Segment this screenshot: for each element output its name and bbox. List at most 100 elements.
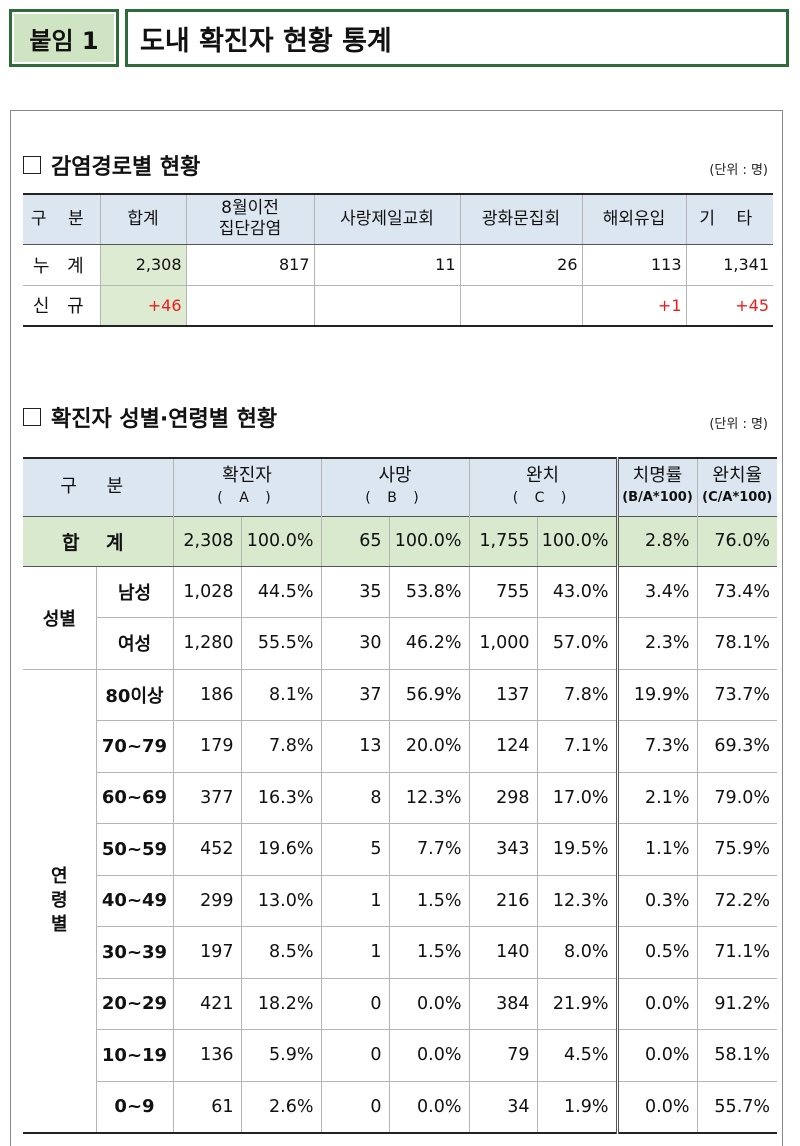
col-header-fatality: 치명률 (B/A*100): [615, 458, 698, 516]
row-label: 60~69: [95, 771, 173, 824]
group-label-age-char: 연: [50, 865, 68, 887]
demographics-table-body: 합 계 2,308 100.0% 65 100.0% 1,755 100.0% …: [23, 515, 778, 1133]
table-row: 20~29 421 18.2% 0 0.0% 384 21.9% 0.0% 91.2%: [23, 977, 778, 1030]
table-cell: 179: [172, 720, 241, 772]
page-title: 도내 확진자 현황 통계: [126, 10, 788, 66]
table-cell: 124: [468, 720, 537, 772]
table-cell: 452: [172, 823, 241, 875]
route-table: 구 분 합계 8월이전 집단감염 사랑제일교회 광화문집회 해외유입 기 타 누 …: [23, 193, 773, 327]
col-header-confirmed-label: 확진자: [222, 465, 272, 487]
table-cell: 2.1%: [615, 771, 698, 824]
section-title-route-text: 감염경로별 현황: [51, 155, 201, 180]
row-label: 누 계: [23, 243, 100, 285]
table-row: 연 령 별 80이상 186 8.1% 37 56.9% 137 7.8% 19.9% 73.7%: [23, 668, 778, 1133]
table-cell: 2,308: [172, 515, 241, 567]
col-header-before-august-line2: 집단감염: [218, 219, 282, 240]
table-row: 40~49 299 13.0% 1 1.5% 216 12.3% 0.3% 72.2%: [23, 874, 778, 927]
table-cell: 7.8%: [536, 668, 618, 721]
content-panel: 감염경로별 현황 (단위 : 명) 구 분 합계 8월이전 집단감염 사랑제일교회…: [10, 110, 783, 1146]
table-cell: 65: [320, 515, 389, 567]
col-header-recovery: 완치율 (C/A*100): [696, 458, 778, 516]
table-cell: 2.8%: [615, 515, 698, 567]
table-cell: 0: [320, 977, 389, 1030]
table-cell: 7.7%: [388, 823, 469, 875]
table-cell: 7.3%: [615, 720, 698, 772]
table-cell: [313, 284, 460, 326]
table-cell: 57.0%: [536, 617, 618, 669]
table-cell: 377: [172, 771, 241, 824]
table-cell: +46: [99, 284, 186, 326]
table-cell: 0.0%: [615, 977, 698, 1030]
col-header-confirmed: 확진자 ( A ): [172, 458, 321, 516]
table-cell: 11: [313, 243, 460, 285]
table-cell: 0.0%: [388, 1029, 469, 1081]
table-cell: 1,341: [685, 243, 773, 285]
table-cell: 79: [468, 1029, 537, 1081]
table-cell: 8.1%: [240, 668, 321, 721]
table-cell: 34: [468, 1080, 537, 1133]
table-row: 누 계 2,308 817 11 26 113 1,341: [23, 243, 773, 285]
table-cell: 12.3%: [388, 771, 469, 824]
table-cell: 73.7%: [696, 668, 778, 721]
table-cell: 100.0%: [240, 515, 321, 567]
table-cell: 79.0%: [696, 771, 778, 824]
table-row: 0~9 61 2.6% 0 0.0% 34 1.9% 0.0% 55.7%: [23, 1080, 778, 1133]
row-label: 40~49: [95, 874, 173, 927]
col-header-other: 기 타: [685, 194, 773, 245]
col-header-category: 구 분: [23, 194, 100, 245]
table-cell: 75.9%: [696, 823, 778, 875]
table-cell: 2.3%: [615, 617, 698, 669]
table-cell: 20.0%: [388, 720, 469, 772]
table-cell: 73.4%: [696, 565, 778, 618]
table-cell: 69.3%: [696, 720, 778, 772]
col-header-death-sub: ( B ): [365, 490, 425, 507]
table-cell: 55.7%: [696, 1080, 778, 1133]
attachment-tag: 붙임 1: [10, 10, 118, 66]
col-header-church: 사랑제일교회: [313, 194, 460, 245]
table-cell: 1,755: [468, 515, 537, 567]
table-cell: 13: [320, 720, 389, 772]
table-cell: 72.2%: [696, 874, 778, 927]
table-cell: 8.0%: [536, 926, 618, 978]
col-header-recovery-sub: (C/A*100): [702, 490, 773, 506]
table-cell: 37: [320, 668, 389, 721]
section-title-demographics: 확진자 성별·연령별 현황: [23, 401, 277, 433]
col-header-recovered-label: 완치: [525, 465, 560, 487]
table-row: 50~59 452 19.6% 5 7.7% 343 19.5% 1.1% 75.9%: [23, 823, 778, 875]
table-cell: +1: [581, 284, 686, 326]
table-cell: 44.5%: [240, 565, 321, 618]
row-label: 10~19: [95, 1029, 173, 1081]
row-label: 여성: [95, 617, 173, 669]
table-cell: 1.1%: [615, 823, 698, 875]
col-header-rally: 광화문집회: [459, 194, 582, 245]
table-cell: 35: [320, 565, 389, 618]
table-cell: 1: [320, 874, 389, 927]
table-cell: 136: [172, 1029, 241, 1081]
demographics-table-header: 구 분 확진자 ( A ) 사망 ( B ) 완치 ( C ) 치명률 (B/A*100…: [23, 458, 778, 516]
table-cell: 1,028: [172, 565, 241, 618]
group-label-gender: 성별: [23, 565, 96, 669]
table-cell: 16.3%: [240, 771, 321, 824]
table-cell: 7.1%: [536, 720, 618, 772]
table-cell: 46.2%: [388, 617, 469, 669]
table-cell: 17.0%: [536, 771, 618, 824]
col-header-before-august-line1: 8월이전: [221, 198, 279, 219]
table-cell: 0: [320, 1029, 389, 1081]
total-label: 합 계: [23, 515, 173, 567]
table-cell: 0.0%: [615, 1029, 698, 1081]
table-cell: [185, 284, 314, 326]
table-cell: 5: [320, 823, 389, 875]
table-cell: 140: [468, 926, 537, 978]
group-label-age-char: 별: [50, 913, 68, 935]
table-cell: 1.5%: [388, 926, 469, 978]
col-header-recovery-label: 완치율: [712, 465, 763, 487]
row-label: 20~29: [95, 977, 173, 1030]
col-header-overseas: 해외유입: [581, 194, 686, 245]
col-header-fatality-label: 치명률: [632, 465, 683, 487]
col-header-recovered: 완치 ( C ): [468, 458, 618, 516]
table-cell: 343: [468, 823, 537, 875]
table-cell: 113: [581, 243, 686, 285]
table-cell: 53.8%: [388, 565, 469, 618]
table-row: 30~39 197 8.5% 1 1.5% 140 8.0% 0.5% 71.1%: [23, 926, 778, 978]
